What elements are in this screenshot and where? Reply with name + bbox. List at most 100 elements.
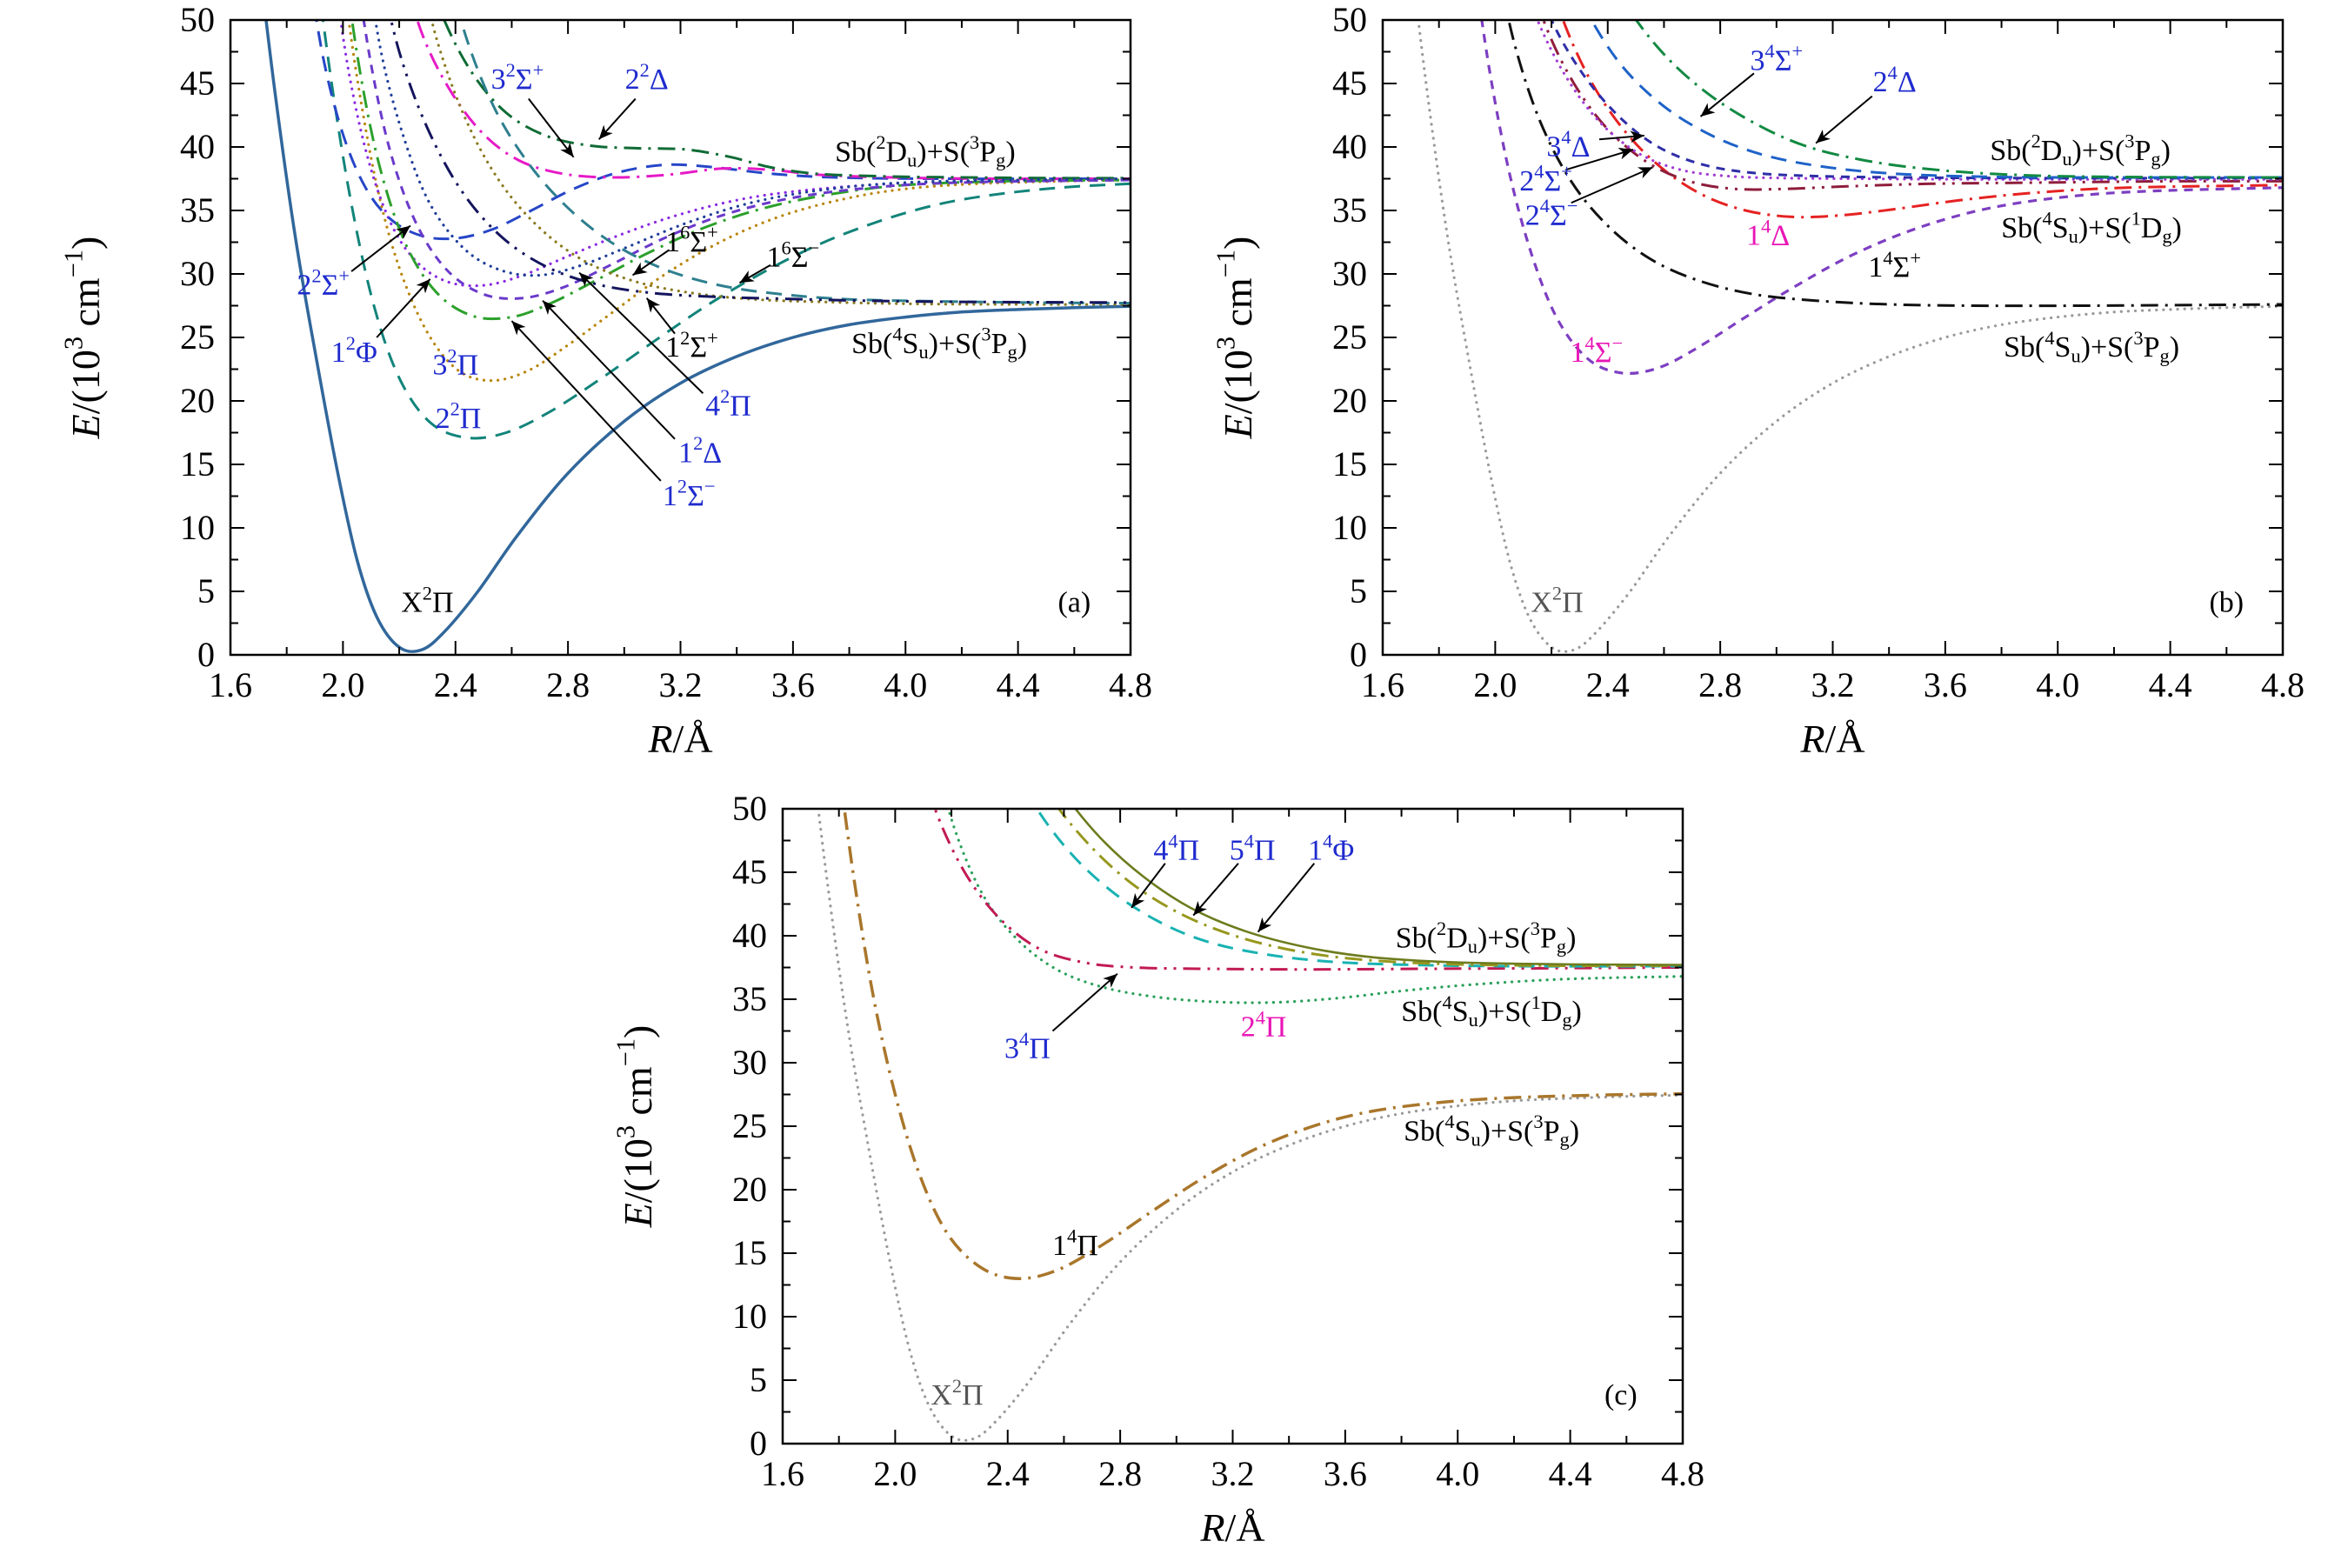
curve-1-6Sigma+ — [430, 20, 1131, 306]
y-tick-label: 30 — [180, 254, 215, 293]
axes-layer: 1.6 2.0 2.4 2.8 3.2 3.6 4.0 4.4 4.8 0 5 10 15 20 25 30 3… — [611, 789, 1704, 1550]
x-tick-label: 2.8 — [1098, 1454, 1142, 1493]
axes-layer: 1.6 2.0 2.4 2.8 3.2 3.6 4.0 4.4 4.8 0 5 10 15 20 25 30 3… — [59, 0, 1152, 761]
y-tick-label: 15 — [180, 444, 215, 484]
annotation-arrow — [1257, 863, 1316, 933]
annotation-a-11: 12Σ− — [663, 476, 716, 512]
annotation-arrow — [1131, 863, 1166, 909]
annotation-a-10: 12Δ — [678, 432, 722, 469]
x-tick-label: 2.8 — [546, 665, 590, 704]
annotation-arrow — [510, 320, 662, 482]
annotation-a-0: 32Σ+ — [491, 59, 544, 96]
curves-layer — [264, 20, 1131, 653]
curve-3-4Sigma+ — [1590, 20, 2283, 179]
y-tick-label: 20 — [1332, 381, 1367, 420]
x-tick-label: 2.8 — [1698, 665, 1742, 704]
x-tick-label: 4.0 — [1436, 1454, 1479, 1493]
curve-1-4Sigma- — [1480, 20, 2283, 375]
x-tick-label: 1.6 — [761, 1454, 804, 1493]
annotation-a-15: Sb(4Su)+S(3Pg) — [851, 324, 1027, 363]
curve-2-2Delta — [443, 20, 1131, 180]
x-tick-label: 2.4 — [434, 665, 477, 704]
annotation-arrow — [1699, 72, 1755, 117]
y-tick-label: 30 — [1332, 254, 1367, 293]
annotation-b-3: 24Σ+ — [1519, 161, 1572, 197]
curve-2-4Sigma- — [1542, 20, 2283, 191]
curve-2-4Sigma+ — [1536, 20, 2283, 181]
annotation-c-3: 34Π — [1004, 1028, 1051, 1064]
annotation-a-5: 22Π — [436, 398, 482, 435]
annotation-c-1: 54Π — [1230, 830, 1276, 866]
x-tick-label: 3.6 — [771, 665, 815, 704]
annotation-b-4: 24Σ− — [1525, 195, 1578, 231]
y-tick-label: 40 — [732, 916, 767, 955]
y-tick-label: 15 — [1332, 444, 1367, 484]
annotation-arrow — [578, 271, 704, 394]
curve-3-4Pi — [933, 809, 1683, 971]
y-tick-label: 15 — [732, 1233, 767, 1272]
x-tick-label: 3.6 — [1324, 1454, 1367, 1493]
x-tick-label: 4.8 — [1109, 665, 1152, 704]
curve-4-4Pi — [1035, 809, 1683, 968]
x-axis-label: R/Å — [1799, 717, 1864, 761]
annotation-arrow — [350, 224, 411, 272]
annotation-arrow — [542, 299, 676, 440]
annotation-b-10: Sb(2Du)+S(3Pg) — [1990, 130, 2171, 170]
y-tick-label: 35 — [1332, 190, 1367, 230]
annotation-arrow — [1192, 863, 1239, 917]
y-tick-label: 5 — [197, 571, 215, 611]
x-tick-label: 4.0 — [2036, 665, 2079, 704]
annotation-c-7: (c) — [1604, 1379, 1638, 1411]
x-tick-label: 3.2 — [1211, 1454, 1255, 1493]
y-tick-label: 20 — [180, 381, 215, 420]
curve-2-2Pi — [321, 20, 1131, 440]
curve-X-2Pi — [264, 20, 1131, 653]
annotation-arrow — [1571, 166, 1653, 204]
annotation-arrow — [597, 97, 637, 140]
y-tick-label: 30 — [732, 1043, 767, 1082]
y-tick-label: 45 — [1332, 63, 1367, 103]
curve-3-2Sigma+ — [416, 20, 1131, 181]
y-tick-label: 45 — [732, 852, 767, 891]
annotation-arrow — [1564, 147, 1634, 171]
annotation-a-8: 12Σ+ — [665, 327, 718, 364]
annotation-b-8: X2Π — [1531, 582, 1583, 618]
annotation-c-5: 14Π — [1052, 1224, 1098, 1261]
curves-layer — [1417, 20, 2283, 653]
x-tick-label: 4.0 — [884, 665, 927, 704]
axes-layer: 1.6 2.0 2.4 2.8 3.2 3.6 4.0 4.4 4.8 0 5 10 15 20 25 30 3… — [1211, 0, 2305, 761]
panel-a-chart: 1.6 2.0 2.4 2.8 3.2 3.6 4.0 4.4 4.8 0 5 10 15 20 25 30 3… — [59, 0, 1152, 761]
annotation-arrow — [631, 249, 670, 277]
panel-c: 1.6 2.0 2.4 2.8 3.2 3.6 4.0 4.4 4.8 0 5 10 15 20 25 30 3… — [578, 789, 1709, 1568]
curve-1-2Sigma+ — [390, 20, 1131, 304]
x-tick-label: 3.6 — [1924, 665, 1967, 704]
y-tick-label: 40 — [180, 127, 215, 166]
x-tick-label: 1.6 — [1361, 665, 1404, 704]
x-tick-label: 1.6 — [209, 665, 252, 704]
curve-5-4Pi — [1057, 809, 1683, 967]
y-tick-label: 50 — [1332, 4, 1367, 39]
y-tick-label: 5 — [1350, 571, 1367, 611]
x-tick-label: 2.0 — [1473, 665, 1517, 704]
y-tick-label: 0 — [750, 1424, 767, 1463]
x-tick-label: 3.2 — [1811, 665, 1855, 704]
annotation-arrow — [1051, 973, 1118, 1032]
annotation-arrow — [1815, 95, 1873, 144]
y-tick-label: 25 — [1332, 317, 1367, 357]
y-tick-label: 45 — [180, 63, 215, 103]
annotation-a-12: X2Π — [401, 582, 453, 618]
x-tick-label: 2.4 — [1586, 665, 1630, 704]
curve-4-2Pi — [374, 20, 1131, 277]
curve-1-4Pi — [843, 809, 1683, 1280]
panel-b-chart: 1.6 2.0 2.4 2.8 3.2 3.6 4.0 4.4 4.8 0 5 10 15 20 25 30 3… — [1211, 0, 2305, 761]
curves-layer — [817, 809, 1683, 1442]
curve-2-2Sigma+ — [315, 20, 1131, 241]
annotation-a-7: 16Σ− — [767, 237, 820, 273]
curve-1-6Sigma- — [459, 20, 1131, 305]
annotation-a-2: 22Σ+ — [297, 264, 350, 301]
curve-X-2Pi — [1417, 20, 2283, 653]
y-tick-label: 20 — [732, 1170, 767, 1209]
panel-a: 1.6 2.0 2.4 2.8 3.2 3.6 4.0 4.4 4.8 0 5 10 15 20 25 30 3… — [26, 0, 1157, 781]
annotation-b-11: Sb(4Su)+S(1Dg) — [2001, 208, 2182, 247]
panel-b: 1.6 2.0 2.4 2.8 3.2 3.6 4.0 4.4 4.8 0 5 10 15 20 25 30 3… — [1178, 0, 2309, 781]
